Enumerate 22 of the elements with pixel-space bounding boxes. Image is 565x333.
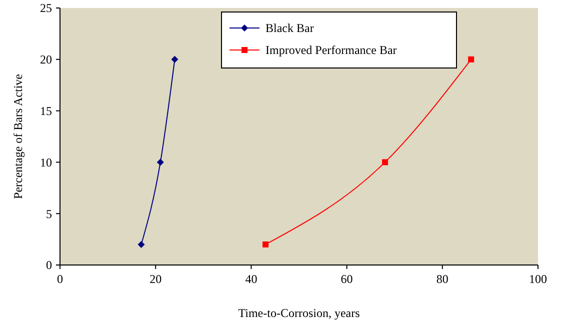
- point: [468, 56, 474, 62]
- y-tick-label: 25: [40, 1, 52, 16]
- y-axis-title: Percentage of Bars Active: [11, 74, 25, 199]
- point: [262, 241, 269, 248]
- point: [171, 56, 178, 63]
- y-tick-label: 20: [40, 52, 52, 67]
- x-tick-label: 40: [245, 272, 258, 286]
- y-tick-label: 0: [46, 258, 52, 272]
- point: [382, 159, 388, 166]
- x-axis-title: Time-to-Corrosion, years: [238, 306, 360, 320]
- x-tick-label: 80: [436, 272, 448, 286]
- x-tick-label: 100: [529, 272, 547, 286]
- point: [138, 240, 145, 248]
- point: [156, 158, 164, 166]
- x-tick-label: 0: [57, 272, 63, 286]
- y-tick-label: 5: [46, 206, 52, 221]
- legend-label: Improved Performance Bar: [266, 43, 397, 58]
- y-tick-label: 10: [40, 155, 52, 170]
- y-tick-label: 15: [40, 104, 52, 118]
- x-tick-label: 60: [340, 272, 353, 286]
- legend-label: Black Bar: [266, 21, 314, 36]
- x-tick-label: 20: [150, 272, 162, 286]
